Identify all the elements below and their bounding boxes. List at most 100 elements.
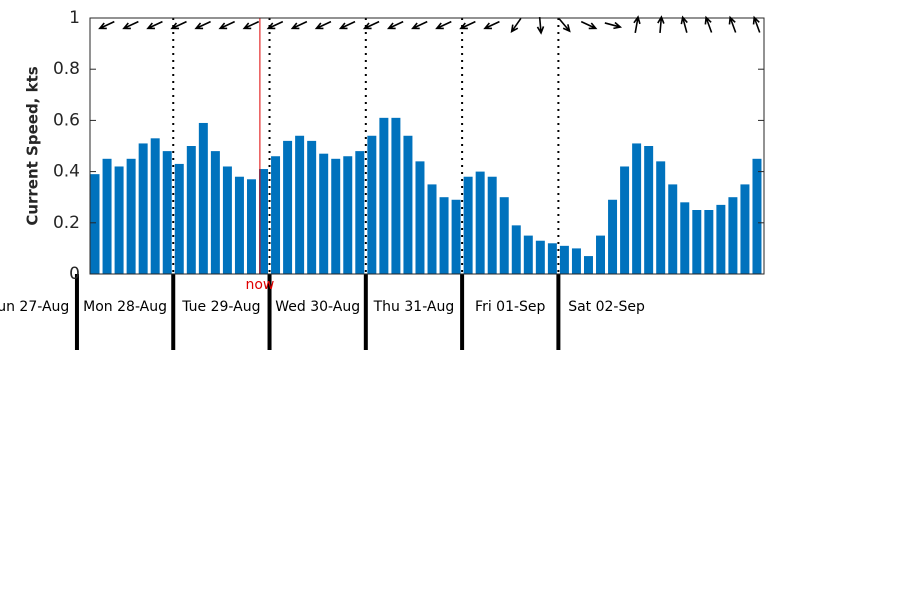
direction-arrow bbox=[728, 15, 737, 33]
direction-arrow bbox=[510, 17, 522, 34]
y-tick-label: 0.6 bbox=[53, 110, 80, 130]
bar bbox=[692, 210, 702, 274]
direction-arrow bbox=[338, 20, 356, 30]
bar bbox=[246, 179, 256, 274]
bar bbox=[632, 143, 642, 274]
direction-arrow bbox=[558, 18, 571, 33]
bar bbox=[559, 245, 569, 274]
y-tick-label: 0.2 bbox=[53, 213, 80, 233]
day-label: Sun 27-Aug bbox=[0, 299, 69, 315]
y-tick-label: 0.4 bbox=[53, 162, 80, 182]
day-label: Tue 29-Aug bbox=[181, 299, 260, 315]
bar bbox=[295, 135, 305, 274]
y-tick-label: 0 bbox=[69, 264, 80, 284]
bar bbox=[547, 243, 557, 274]
direction-arrow bbox=[704, 15, 713, 33]
bar bbox=[704, 210, 714, 274]
direction-arrow bbox=[657, 15, 665, 34]
bar bbox=[138, 143, 148, 274]
bar bbox=[427, 184, 437, 274]
bar bbox=[90, 174, 100, 274]
bar bbox=[475, 171, 485, 274]
direction-arrow bbox=[170, 20, 187, 30]
direction-arrow bbox=[536, 16, 545, 35]
direction-arrow bbox=[218, 20, 235, 30]
bar bbox=[210, 151, 220, 274]
bar bbox=[259, 169, 269, 274]
day-label: Mon 28-Aug bbox=[83, 299, 167, 315]
direction-arrow bbox=[98, 20, 115, 30]
direction-arrow bbox=[290, 20, 308, 30]
direction-arrow bbox=[266, 20, 284, 30]
bar bbox=[126, 158, 136, 274]
direction-arrow bbox=[680, 15, 688, 33]
bar bbox=[174, 163, 184, 274]
bar bbox=[162, 151, 172, 274]
direction-arrow bbox=[314, 20, 332, 30]
bar bbox=[523, 235, 533, 274]
direction-arrow bbox=[435, 20, 452, 30]
direction-arrow bbox=[459, 20, 476, 30]
day-label: Sat 02-Sep bbox=[568, 299, 645, 315]
day-label: Wed 30-Aug bbox=[275, 299, 360, 315]
bar bbox=[535, 240, 545, 274]
bar bbox=[728, 197, 738, 274]
direction-arrow bbox=[242, 20, 260, 30]
bar bbox=[379, 117, 389, 274]
bar bbox=[596, 235, 606, 274]
bar bbox=[403, 135, 413, 274]
day-label: Thu 31-Aug bbox=[373, 299, 455, 315]
day-label: Fri 01-Sep bbox=[475, 299, 545, 315]
bar bbox=[439, 197, 449, 274]
direction-arrow bbox=[146, 20, 163, 30]
direction-arrow bbox=[604, 21, 623, 30]
bar bbox=[150, 138, 160, 274]
bar bbox=[222, 166, 232, 274]
direction-arrow bbox=[483, 20, 500, 30]
bar bbox=[680, 202, 690, 274]
direction-arrow bbox=[386, 20, 404, 30]
bar bbox=[283, 140, 293, 274]
now-label: now bbox=[245, 277, 274, 293]
direction-arrow bbox=[752, 15, 761, 33]
y-tick-label: 0.8 bbox=[53, 59, 80, 79]
bar bbox=[343, 156, 353, 274]
bar bbox=[583, 256, 593, 274]
bar bbox=[186, 146, 196, 274]
direction-arrow bbox=[633, 15, 641, 34]
bar bbox=[511, 225, 521, 274]
bar bbox=[656, 161, 666, 274]
y-tick-label: 1 bbox=[69, 8, 80, 28]
direction-arrow bbox=[411, 20, 428, 30]
bar bbox=[752, 158, 762, 274]
direction-arrow bbox=[194, 20, 211, 30]
y-axis-label: Current Speed, kts bbox=[24, 66, 42, 225]
bar bbox=[499, 197, 509, 274]
bar bbox=[198, 122, 208, 275]
direction-arrow bbox=[362, 20, 380, 30]
bar bbox=[355, 151, 365, 274]
plot-frame bbox=[89, 17, 765, 275]
bar bbox=[716, 204, 726, 274]
bar bbox=[644, 146, 654, 274]
direction-arrow bbox=[122, 20, 139, 30]
bar bbox=[367, 135, 377, 274]
bar bbox=[391, 117, 401, 274]
bar bbox=[451, 199, 461, 274]
bar bbox=[102, 158, 112, 274]
bar bbox=[307, 140, 317, 274]
bar bbox=[608, 199, 618, 274]
bar bbox=[571, 248, 581, 274]
bar bbox=[319, 153, 329, 274]
bar bbox=[620, 166, 630, 274]
bar bbox=[234, 176, 244, 274]
bar bbox=[114, 166, 124, 274]
direction-arrow bbox=[580, 20, 598, 30]
bar bbox=[487, 176, 497, 274]
bar bbox=[331, 158, 341, 274]
bar bbox=[740, 184, 750, 274]
bar bbox=[415, 161, 425, 274]
bar bbox=[463, 176, 473, 274]
bar bbox=[271, 156, 281, 274]
